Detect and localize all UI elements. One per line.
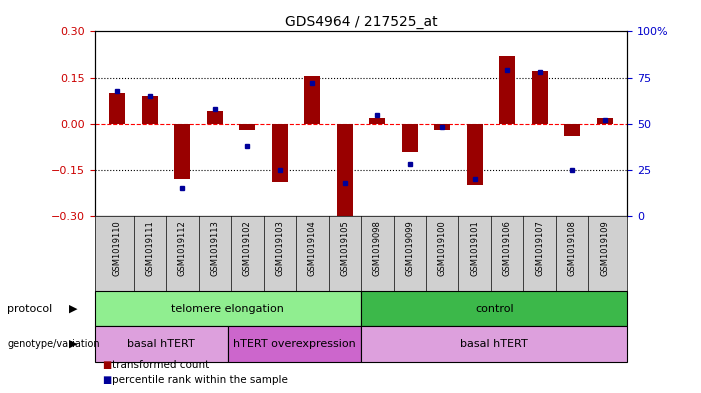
Text: control: control [475, 303, 514, 314]
Bar [304, 76, 320, 124]
Text: ■: ■ [102, 375, 111, 386]
Bar [175, 124, 191, 179]
Bar [272, 124, 288, 182]
Bar [564, 124, 580, 136]
Text: GSM1019104: GSM1019104 [308, 220, 317, 275]
Bar [207, 112, 223, 124]
Text: GSM1019111: GSM1019111 [145, 220, 154, 275]
Text: GSM1019113: GSM1019113 [210, 220, 219, 276]
Bar [361, 291, 627, 326]
Text: GSM1019109: GSM1019109 [600, 220, 609, 275]
Text: telomere elongation: telomere elongation [171, 303, 285, 314]
Text: GSM1019102: GSM1019102 [243, 220, 252, 275]
Bar [369, 118, 386, 124]
Bar [597, 118, 613, 124]
Bar [239, 124, 255, 130]
Text: genotype/variation: genotype/variation [7, 339, 100, 349]
Text: GSM1019103: GSM1019103 [275, 220, 285, 276]
Bar [467, 124, 483, 185]
Text: GSM1019110: GSM1019110 [113, 220, 122, 275]
Bar [499, 56, 515, 124]
Text: GSM1019106: GSM1019106 [503, 220, 512, 276]
Text: ▶: ▶ [69, 339, 78, 349]
Text: percentile rank within the sample: percentile rank within the sample [112, 375, 288, 386]
Text: protocol: protocol [7, 303, 53, 314]
Bar [361, 326, 627, 362]
Text: ■: ■ [102, 360, 111, 371]
Text: basal hTERT: basal hTERT [461, 339, 528, 349]
Bar [142, 96, 158, 124]
Text: basal hTERT: basal hTERT [128, 339, 195, 349]
Bar [531, 72, 547, 124]
Bar [95, 291, 361, 326]
Text: GSM1019099: GSM1019099 [405, 220, 414, 275]
Bar [336, 124, 353, 219]
Text: hTERT overexpression: hTERT overexpression [233, 339, 356, 349]
Text: GSM1019098: GSM1019098 [373, 220, 382, 276]
Bar [109, 93, 125, 124]
Text: GSM1019108: GSM1019108 [568, 220, 577, 276]
Text: GSM1019112: GSM1019112 [178, 220, 187, 275]
Bar [95, 326, 228, 362]
Text: ▶: ▶ [69, 303, 78, 314]
Text: GSM1019107: GSM1019107 [535, 220, 544, 276]
Text: GSM1019105: GSM1019105 [340, 220, 349, 275]
Text: GSM1019100: GSM1019100 [437, 220, 447, 275]
Text: GSM1019101: GSM1019101 [470, 220, 479, 275]
Title: GDS4964 / 217525_at: GDS4964 / 217525_at [285, 15, 437, 29]
Bar [402, 124, 418, 151]
Bar [228, 326, 361, 362]
Bar [434, 124, 450, 130]
Text: transformed count: transformed count [112, 360, 210, 371]
